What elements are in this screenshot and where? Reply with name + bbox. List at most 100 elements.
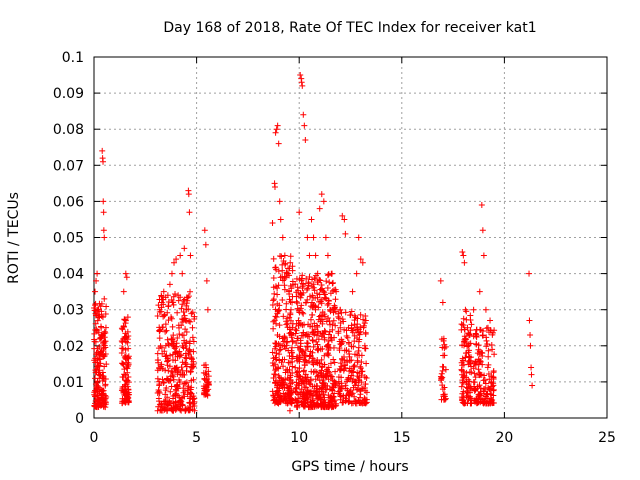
data-point [464,400,471,407]
data-point [202,370,209,377]
data-point [160,398,167,405]
data-point [321,361,328,368]
data-point [309,276,316,283]
data-point [437,277,444,284]
data-point [100,158,107,165]
data-point [326,306,333,313]
data-point [287,359,294,366]
data-point [171,345,178,352]
data-point [302,389,309,396]
data-point [178,407,185,414]
data-point [315,402,322,409]
data-point [323,278,330,285]
data-point [323,343,330,350]
data-point [202,241,209,248]
data-point [164,358,171,365]
data-point [346,398,353,405]
data-point [310,401,317,408]
data-point [485,353,492,360]
data-point [309,337,316,344]
data-point [284,338,291,345]
data-point [283,300,290,307]
data-point [94,317,101,324]
data-point [487,317,494,324]
data-point [277,346,284,353]
data-point [177,252,184,259]
data-point [155,395,162,402]
data-point [174,309,181,316]
data-point [94,392,101,399]
data-point [325,315,332,322]
data-point [163,375,170,382]
data-point [168,383,175,390]
data-point [179,270,186,277]
data-point [168,315,175,322]
data-point [314,389,321,396]
data-point [360,322,367,329]
data-point [169,357,176,364]
data-point [98,390,105,397]
data-point [344,359,351,366]
data-point [528,371,535,378]
data-point [465,330,472,337]
data-point [303,286,310,293]
data-point [123,378,130,385]
data-point [124,396,131,403]
data-point [120,389,127,396]
data-point [300,400,307,407]
data-point [184,391,191,398]
data-point [163,327,170,334]
data-point [326,279,333,286]
data-point [329,384,336,391]
data-point [361,320,368,327]
data-point [270,374,277,381]
data-point [324,272,331,279]
data-point [173,364,180,371]
data-point [320,381,327,388]
data-point [276,322,283,329]
data-point [101,396,108,403]
data-point [179,359,186,366]
data-point [479,227,486,234]
data-point [467,312,474,319]
data-point [271,371,278,378]
data-point [293,275,300,282]
data-point [295,287,302,294]
x-tick-label: 5 [192,430,201,446]
data-point [308,216,315,223]
data-point [323,318,330,325]
data-point [94,379,101,386]
data-point [164,292,171,299]
y-tick-label: 0.07 [53,158,84,174]
data-point [348,322,355,329]
data-point [278,253,285,260]
data-point [99,391,106,398]
data-point [184,404,191,411]
data-point [163,407,170,414]
data-point [175,322,182,329]
data-point [293,403,300,410]
data-point [276,347,283,354]
data-point [100,353,107,360]
data-point [304,285,311,292]
data-point [315,347,322,354]
data-point [178,305,185,312]
data-point [97,303,104,310]
data-point [100,375,107,382]
data-point [467,327,474,334]
data-point [273,350,280,357]
data-point [279,379,286,386]
data-point [170,393,177,400]
data-point [355,376,362,383]
data-point [324,252,331,259]
data-point [120,288,127,295]
data-point [287,259,294,266]
data-point [349,369,356,376]
data-point [489,329,496,336]
data-point [119,400,126,407]
y-tick-labels: 0 0.01 0.02 0.03 0.04 0.05 0.06 0.07 0.08 0.09 0.1 [53,50,84,427]
data-point [314,346,321,353]
data-point [288,387,295,394]
data-point [332,296,339,303]
data-point [476,371,483,378]
